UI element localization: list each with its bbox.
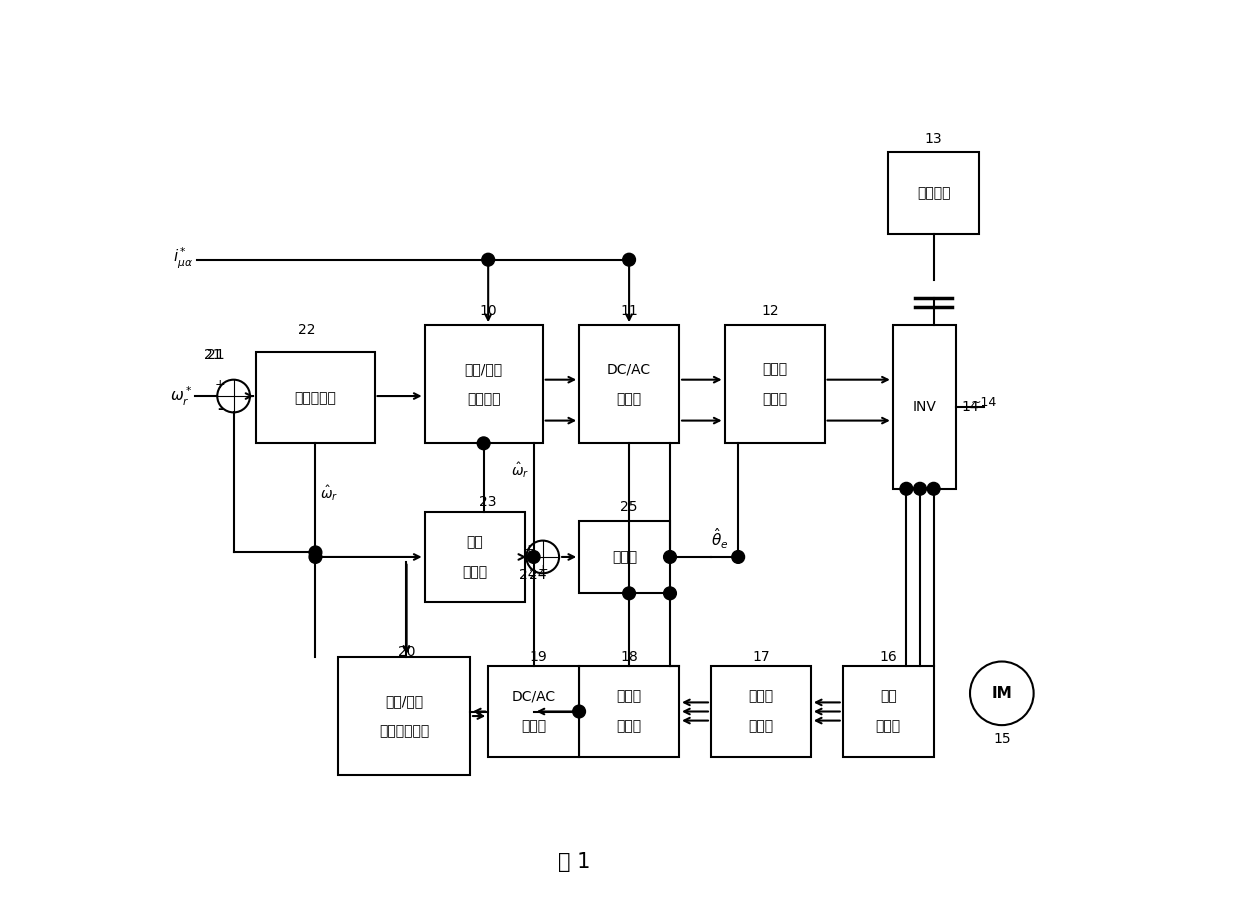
- Circle shape: [663, 551, 676, 563]
- Text: 相电压: 相电压: [763, 362, 787, 377]
- Text: 17: 17: [753, 650, 770, 664]
- Text: 20: 20: [398, 645, 415, 659]
- Text: 速度控制器: 速度控制器: [295, 390, 336, 405]
- Text: DC/AC: DC/AC: [608, 362, 651, 377]
- Circle shape: [732, 551, 744, 563]
- Text: 15: 15: [993, 732, 1011, 746]
- FancyBboxPatch shape: [579, 325, 680, 443]
- FancyBboxPatch shape: [711, 666, 811, 757]
- Text: 12: 12: [761, 305, 779, 318]
- Circle shape: [928, 483, 940, 495]
- Text: 转换器: 转换器: [749, 720, 774, 734]
- Text: DC/AC: DC/AC: [512, 689, 556, 703]
- Text: 16: 16: [879, 650, 897, 664]
- FancyBboxPatch shape: [893, 325, 956, 489]
- Circle shape: [663, 587, 676, 600]
- Text: +: +: [537, 563, 548, 576]
- Text: 18: 18: [620, 650, 637, 664]
- Text: 24: 24: [529, 569, 547, 582]
- FancyBboxPatch shape: [257, 353, 374, 443]
- Text: +: +: [523, 543, 534, 557]
- FancyBboxPatch shape: [424, 511, 525, 603]
- Text: 21: 21: [203, 348, 222, 362]
- Text: 10: 10: [480, 305, 497, 318]
- Text: $\omega^*_r$: $\omega^*_r$: [170, 385, 192, 408]
- Text: 19: 19: [529, 650, 547, 664]
- Text: 运算器: 运算器: [463, 565, 487, 579]
- Circle shape: [309, 551, 322, 563]
- Text: 常数计算单元: 常数计算单元: [379, 724, 429, 738]
- Text: 相电流: 相电流: [749, 689, 774, 703]
- Text: $\hat{\omega}_r$: $\hat{\omega}_r$: [511, 461, 529, 480]
- Circle shape: [527, 551, 539, 563]
- Text: 电流: 电流: [880, 689, 897, 703]
- Text: 积分/比例: 积分/比例: [386, 694, 423, 708]
- FancyBboxPatch shape: [424, 325, 543, 443]
- Text: IM: IM: [992, 686, 1012, 701]
- Circle shape: [622, 587, 635, 600]
- Text: 运算器: 运算器: [616, 720, 641, 734]
- FancyBboxPatch shape: [724, 325, 825, 443]
- FancyBboxPatch shape: [339, 657, 470, 775]
- Text: 磁通量: 磁通量: [616, 689, 641, 703]
- Text: 电源装置: 电源装置: [916, 186, 950, 200]
- FancyBboxPatch shape: [579, 521, 670, 593]
- FancyBboxPatch shape: [843, 666, 934, 757]
- Text: 滑差: 滑差: [466, 535, 482, 549]
- FancyBboxPatch shape: [579, 666, 680, 757]
- Circle shape: [477, 437, 490, 450]
- Text: $\hat{\omega}_r$: $\hat{\omega}_r$: [320, 484, 339, 503]
- FancyBboxPatch shape: [888, 152, 980, 234]
- Circle shape: [309, 546, 322, 558]
- Text: 命令单元: 命令单元: [467, 392, 501, 406]
- Text: INV: INV: [913, 400, 936, 414]
- Circle shape: [622, 253, 635, 266]
- Text: 25: 25: [620, 500, 637, 514]
- Text: -: -: [217, 402, 223, 415]
- FancyBboxPatch shape: [489, 666, 579, 757]
- Circle shape: [573, 705, 585, 718]
- Text: +: +: [215, 378, 226, 390]
- Circle shape: [900, 483, 913, 495]
- Text: 11: 11: [620, 305, 637, 318]
- Text: 图 1: 图 1: [558, 852, 590, 871]
- Text: 24: 24: [518, 569, 536, 582]
- Circle shape: [482, 253, 495, 266]
- Text: 转换器: 转换器: [616, 392, 641, 406]
- Text: 检测器: 检测器: [875, 720, 900, 734]
- Text: 转换器: 转换器: [521, 720, 546, 734]
- Text: 积分器: 积分器: [613, 550, 637, 564]
- Circle shape: [914, 483, 926, 495]
- Text: 13: 13: [925, 132, 942, 146]
- Text: 22: 22: [298, 323, 315, 337]
- Text: ~14: ~14: [971, 396, 997, 409]
- Text: 14: 14: [961, 400, 978, 414]
- Text: 电流/电压: 电流/电压: [465, 362, 502, 377]
- Text: 转换器: 转换器: [763, 392, 787, 406]
- Text: 23: 23: [480, 496, 497, 509]
- Text: $\mathdefault{i}^*_{\mu\alpha}$: $\mathdefault{i}^*_{\mu\alpha}$: [172, 246, 192, 271]
- Text: $\hat{\theta}_e$: $\hat{\theta}_e$: [711, 526, 728, 551]
- Text: 21: 21: [207, 348, 224, 362]
